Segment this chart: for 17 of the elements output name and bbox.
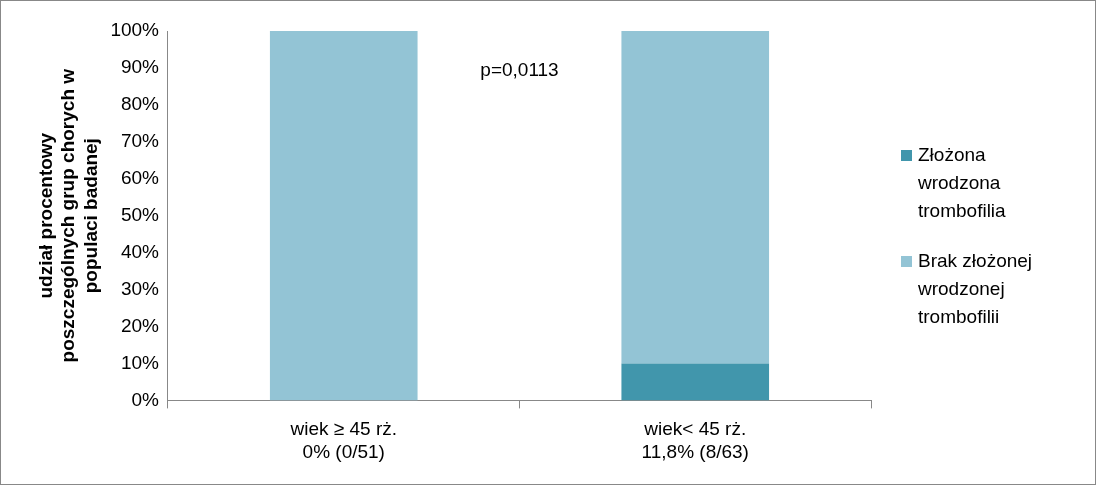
y-tick-label: 30% [120,277,160,299]
y-axis-title: udział procentowy poszczególnych grup chorych w populaci badanej [34,68,102,363]
x-tick-label: wiek ≥ 45 rż. 0% (0/51) [289,418,397,462]
y-tick-label: 80% [120,93,160,115]
y-tick-label: 40% [120,240,160,262]
y-tick-label: 100% [110,19,160,41]
y-tick-label: 20% [120,314,160,336]
legend-label: Brak złożonej wrodzonej trombofilii [918,249,1034,329]
y-tick-label: 90% [120,56,160,78]
y-tick-label: 0% [131,388,160,410]
legend-label: Złożona wrodzona trombofilia [918,143,1007,223]
annotation: p=0,0113 [480,59,559,81]
y-tick-label: 60% [120,166,160,188]
x-tick-label: wiek< 45 rż. 11,8% (8/63) [641,418,749,462]
y-tick-label: 10% [120,351,160,373]
y-tick-label: 50% [120,203,160,225]
y-tick-label: 70% [120,130,160,152]
